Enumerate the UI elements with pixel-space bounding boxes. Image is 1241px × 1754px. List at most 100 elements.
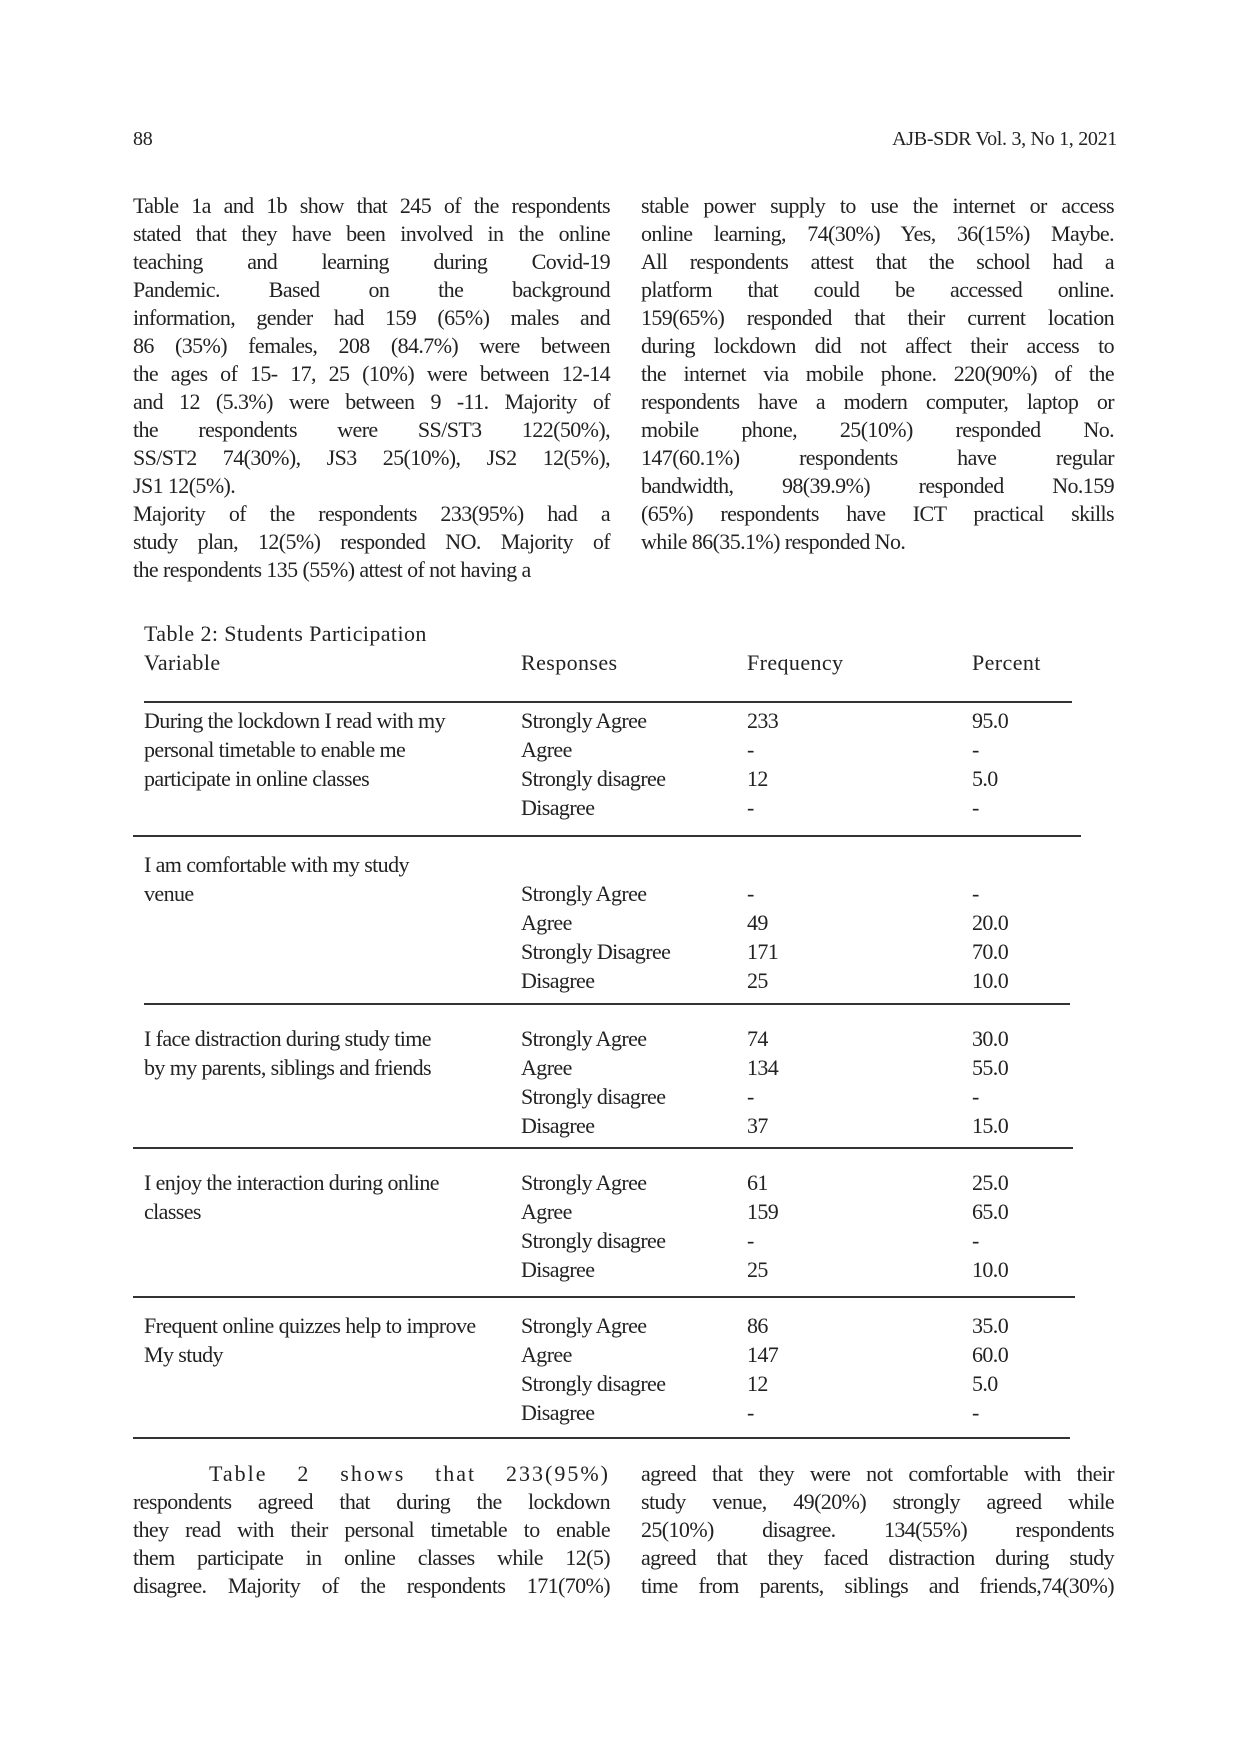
percent-cell: - xyxy=(972,737,979,762)
percent-cell: 20.0 xyxy=(972,910,1009,935)
text-line: the internet via mobile phone. 220(90%) … xyxy=(641,361,1115,386)
response-cell: Agree xyxy=(521,1199,572,1224)
variable-text: I am comfortable with my study xyxy=(144,852,409,877)
text-line: stated that they have been involved in t… xyxy=(133,221,611,246)
text-line: them participate in online classes while… xyxy=(133,1545,611,1570)
text-line: Table 1a and 1b show that 245 of the res… xyxy=(133,193,611,218)
frequency-cell: 86 xyxy=(747,1313,768,1338)
text-line: JS1 12(5%). xyxy=(133,473,236,498)
frequency-cell: 134 xyxy=(747,1055,779,1080)
text-line: platform that could be accessed online. xyxy=(641,277,1115,302)
frequency-cell: 12 xyxy=(747,766,768,791)
percent-cell: 10.0 xyxy=(972,1257,1009,1282)
text-line: 159(65%) responded that their current lo… xyxy=(641,305,1115,330)
response-cell: Agree xyxy=(521,910,572,935)
variable-text: by my parents, siblings and friends xyxy=(144,1055,432,1080)
response-cell: Agree xyxy=(521,1342,572,1367)
frequency-cell: 49 xyxy=(747,910,768,935)
table-rule xyxy=(144,701,1072,703)
page-number: 88 xyxy=(133,128,153,150)
frequency-cell: - xyxy=(747,1400,754,1425)
response-cell: Strongly Disagree xyxy=(521,939,671,964)
table-rule xyxy=(144,1003,1070,1005)
text-line: study plan, 12(5%) responded NO. Majorit… xyxy=(133,529,611,554)
text-line: they read with their personal timetable … xyxy=(133,1517,611,1542)
frequency-cell: - xyxy=(747,1084,754,1109)
variable-text: I face distraction during study time xyxy=(144,1026,432,1051)
column-header: Percent xyxy=(972,650,1041,675)
response-cell: Agree xyxy=(521,1055,572,1080)
variable-text: participate in online classes xyxy=(144,766,370,791)
frequency-cell: 171 xyxy=(747,939,779,964)
response-cell: Strongly Agree xyxy=(521,1170,647,1195)
response-cell: Strongly disagree xyxy=(521,1228,666,1253)
column-header: Responses xyxy=(521,650,618,675)
text-line: respondents have a modern computer, lapt… xyxy=(641,389,1115,414)
percent-cell: - xyxy=(972,1084,979,1109)
variable-text: Frequent online quizzes help to improve xyxy=(144,1313,476,1338)
percent-cell: - xyxy=(972,795,979,820)
text-line: mobile phone, 25(10%) responded No. xyxy=(641,417,1115,442)
table-rule xyxy=(133,1147,1073,1149)
text-line: the ages of 15- 17, 25 (10%) were betwee… xyxy=(133,361,611,386)
frequency-cell: 61 xyxy=(747,1170,768,1195)
percent-cell: 55.0 xyxy=(972,1055,1009,1080)
percent-cell: 15.0 xyxy=(972,1113,1009,1138)
response-cell: Disagree xyxy=(521,1113,595,1138)
frequency-cell: 159 xyxy=(747,1199,779,1224)
response-cell: Strongly Agree xyxy=(521,1313,647,1338)
text-line: disagree. Majority of the respondents 17… xyxy=(133,1573,611,1598)
text-line: online learning, 74(30%) Yes, 36(15%) Ma… xyxy=(641,221,1115,246)
table-rule xyxy=(133,1296,1075,1298)
response-cell: Strongly disagree xyxy=(521,766,666,791)
journal-header: AJB-SDR Vol. 3, No 1, 2021 xyxy=(892,128,1117,150)
text-line: while 86(35.1%) responded No. xyxy=(641,529,906,554)
percent-cell: 35.0 xyxy=(972,1313,1009,1338)
percent-cell: - xyxy=(972,1400,979,1425)
frequency-cell: 25 xyxy=(747,968,768,993)
intro-left-column: Table 1a and 1b show that 245 of the res… xyxy=(133,192,611,584)
text-line: teaching and learning during Covid-19 xyxy=(133,249,611,274)
column-header: Variable xyxy=(144,650,221,675)
text-line: 25(10%) disagree. 134(55%) respondents xyxy=(641,1517,1115,1542)
percent-cell: 25.0 xyxy=(972,1170,1009,1195)
text-line: 147(60.1%) respondents have regular xyxy=(641,445,1115,470)
percent-cell: 5.0 xyxy=(972,1371,998,1396)
percent-cell: - xyxy=(972,881,979,906)
column-header: Frequency xyxy=(747,650,844,675)
variable-text: venue xyxy=(144,881,194,906)
variable-text: classes xyxy=(144,1199,202,1224)
frequency-cell: - xyxy=(747,1228,754,1253)
text-line: Pandemic. Based on the background xyxy=(133,277,611,302)
response-cell: Disagree xyxy=(521,1400,595,1425)
response-cell: Strongly Agree xyxy=(521,1026,647,1051)
table-rule xyxy=(133,1437,1070,1439)
outro-right-column: agreed that they were not comfortable wi… xyxy=(641,1460,1115,1600)
response-cell: Strongly disagree xyxy=(521,1371,666,1396)
text-line: during lockdown did not affect their acc… xyxy=(641,333,1115,358)
variable-text: I enjoy the interaction during online xyxy=(144,1170,439,1195)
text-line: bandwidth, 98(39.9%) responded No.159 xyxy=(641,473,1115,498)
variable-text: During the lockdown I read with my xyxy=(144,708,446,733)
text-line: and 12 (5.3%) were between 9 -11. Majori… xyxy=(133,389,611,414)
response-cell: Strongly Agree xyxy=(521,881,647,906)
percent-cell: 10.0 xyxy=(972,968,1009,993)
text-line: agreed that they were not comfortable wi… xyxy=(641,1461,1115,1486)
percent-cell: - xyxy=(972,1228,979,1253)
response-cell: Agree xyxy=(521,737,572,762)
text-line: All respondents attest that the school h… xyxy=(641,249,1115,274)
text-line: agreed that they faced distraction durin… xyxy=(641,1545,1115,1570)
text-line: the respondents 135 (55%) attest of not … xyxy=(133,557,531,582)
text-line: time from parents, siblings and friends,… xyxy=(641,1573,1115,1598)
response-cell: Strongly Agree xyxy=(521,708,647,733)
response-cell: Disagree xyxy=(521,1257,595,1282)
text-line: Majority of the respondents 233(95%) had… xyxy=(133,501,611,526)
table-rule xyxy=(133,835,1081,837)
text-line: study venue, 49(20%) strongly agreed whi… xyxy=(641,1489,1115,1514)
frequency-cell: - xyxy=(747,737,754,762)
percent-cell: 70.0 xyxy=(972,939,1009,964)
text-line: SS/ST2 74(30%), JS3 25(10%), JS2 12(5%), xyxy=(133,445,611,470)
variable-text: personal timetable to enable me xyxy=(144,737,406,762)
text-line: (65%) respondents have ICT practical ski… xyxy=(641,501,1115,526)
frequency-cell: - xyxy=(747,881,754,906)
